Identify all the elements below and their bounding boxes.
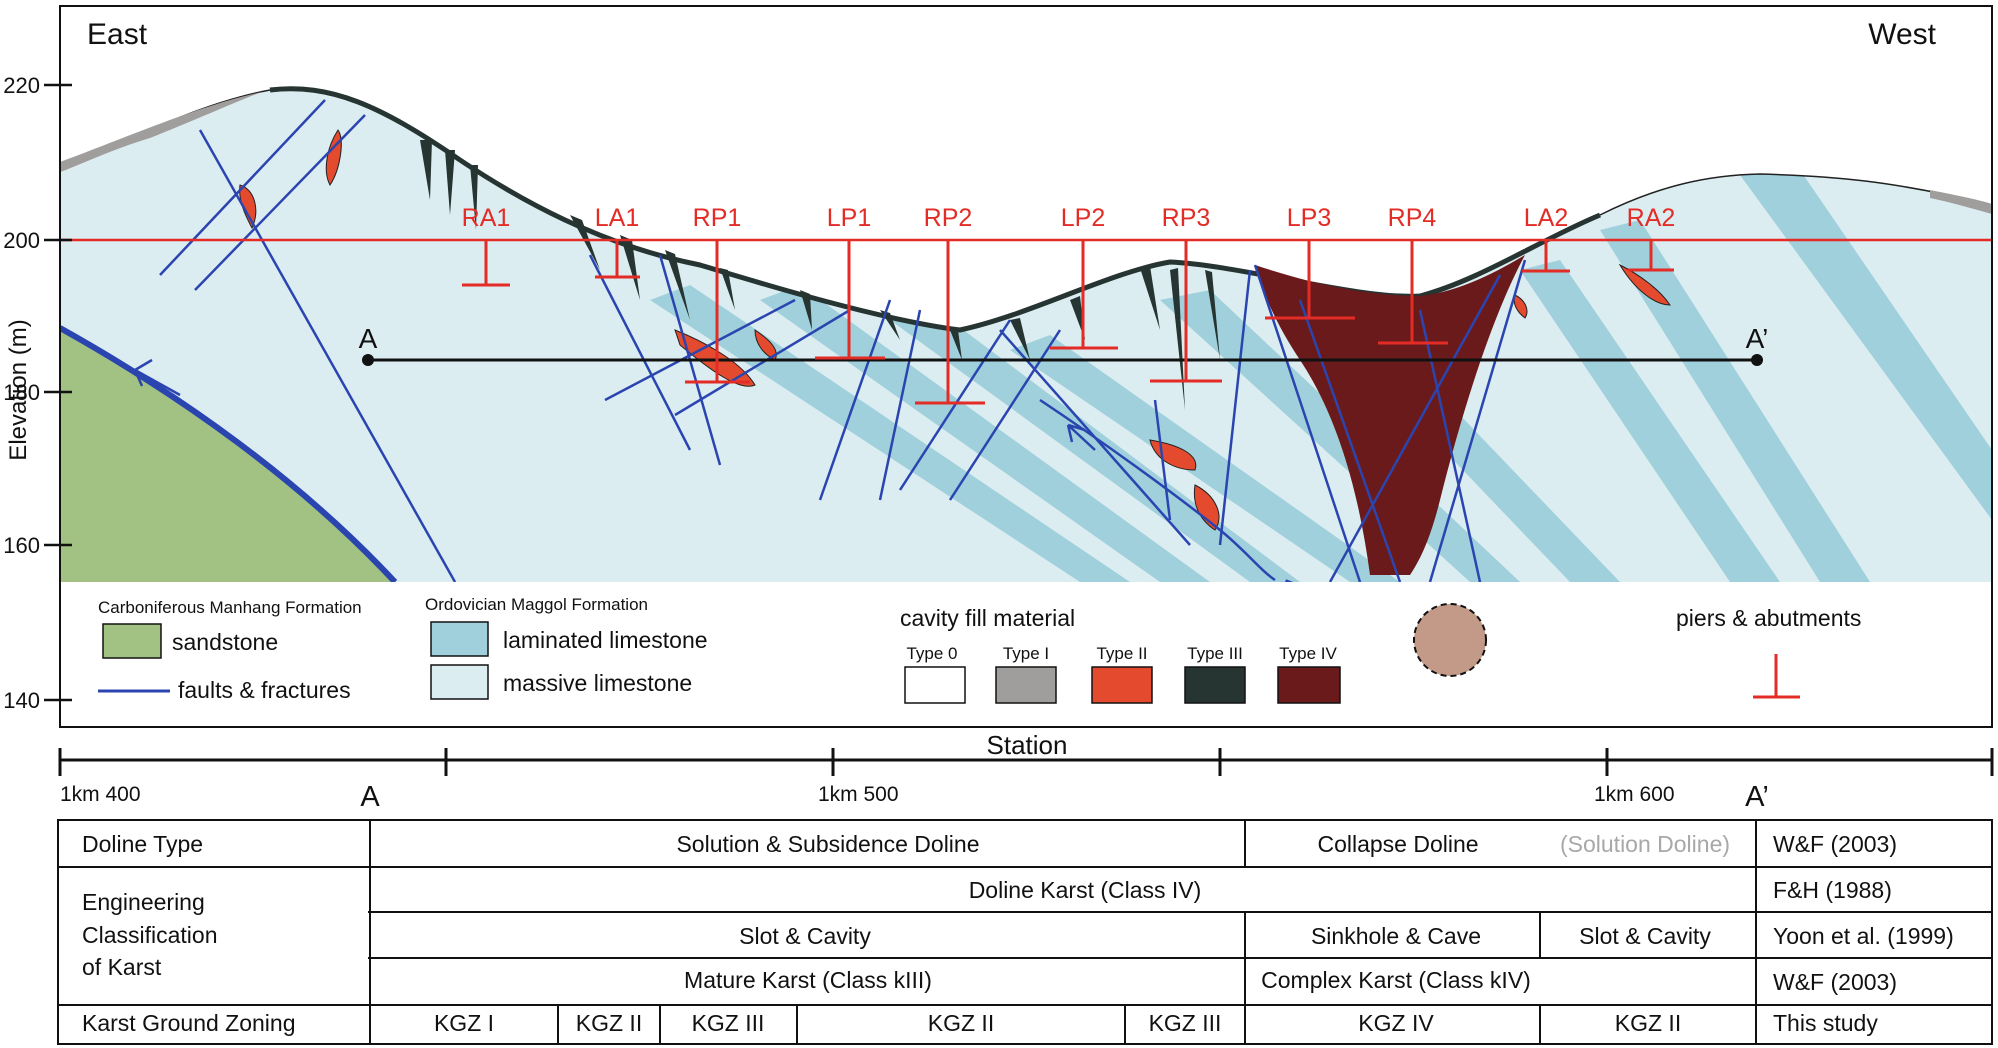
legend-type3-swatch <box>1184 666 1246 704</box>
table-fh-c1: Doline Karst (Class IV) <box>969 877 1202 903</box>
legend-type0-swatch <box>904 666 966 704</box>
point-a-prime <box>1751 354 1763 366</box>
collapse-circle <box>1413 603 1487 677</box>
legend-laminated-swatch <box>430 621 489 657</box>
legend-sandstone-swatch <box>102 623 162 659</box>
table-zone: KGZ II <box>576 1010 642 1036</box>
table-zone: KGZ I <box>434 1010 494 1036</box>
legend-massive-swatch <box>430 664 489 700</box>
table-doline-ref: W&F (2003) <box>1773 831 1897 857</box>
table-yoon-c1: Slot & Cavity <box>739 923 871 949</box>
legend: Carboniferous Manhang Formation sandston… <box>98 595 1861 704</box>
a-label: A <box>359 323 378 354</box>
classification-table <box>57 819 1993 1045</box>
pier-label: RA1 <box>462 204 511 232</box>
legend-type4: Type IV <box>1279 644 1337 663</box>
pier-label: LA2 <box>1524 204 1568 232</box>
a-prime-label: A’ <box>1746 323 1769 354</box>
table-doline-c2: Collapse Doline <box>1317 831 1478 857</box>
station-label: 1km 400 <box>60 783 141 806</box>
station-a: A <box>360 781 380 813</box>
legend-type0: Type 0 <box>906 644 957 663</box>
y-axis-title: Elevation (m) <box>5 319 32 460</box>
table-yoon-c3: Slot & Cavity <box>1579 923 1711 949</box>
table-eng-header-3: of Karst <box>82 954 162 980</box>
fault-arrow-left <box>133 358 181 397</box>
east-label: East <box>87 18 148 51</box>
type4-collapse-fill <box>1255 255 1525 575</box>
table-zoning-ref: This study <box>1773 1010 1878 1036</box>
pier-label: RP4 <box>1388 204 1437 232</box>
table-wf-c1: Mature Karst (Class kIII) <box>684 967 932 993</box>
y-tick-label: 180 <box>3 380 40 405</box>
type1-fill-right <box>1930 190 1992 214</box>
legend-type4-swatch <box>1277 666 1341 704</box>
pier-label: RP2 <box>924 204 973 232</box>
legend-type1-swatch <box>995 666 1057 704</box>
legend-laminated-label: laminated limestone <box>503 627 708 653</box>
y-tick-label: 140 <box>3 688 40 713</box>
y-tick-label: 220 <box>3 73 40 98</box>
station-title: Station <box>987 730 1068 760</box>
piers <box>462 240 1674 405</box>
legend-ordovician-title: Ordovician Maggol Formation <box>425 595 648 614</box>
table-fh-ref: F&H (1988) <box>1773 877 1892 903</box>
legend-type1: Type I <box>1003 644 1049 663</box>
table-text: Doline Type Solution & Subsidence Doline… <box>82 831 1954 1036</box>
table-doline-c1: Solution & Subsidence Doline <box>676 831 979 857</box>
cross-section: RA1 LA1 RP1 LP1 RP2 LP2 RP3 LP3 RP4 LA2 … <box>60 86 1992 582</box>
faults-fractures <box>159 99 1527 582</box>
y-tick-label: 200 <box>3 228 40 253</box>
table-eng-header-2: Classification <box>82 922 218 948</box>
pier-labels: RA1 LA1 RP1 LP1 RP2 LP2 RP3 LP3 RP4 LA2 … <box>462 204 1676 232</box>
table-zone: KGZ II <box>1615 1010 1681 1036</box>
table-yoon-c2: Sinkhole & Cave <box>1311 923 1481 949</box>
thrust-fault <box>60 325 398 582</box>
legend-type2: Type II <box>1096 644 1147 663</box>
type1-fill-left <box>60 92 262 172</box>
table-zone: KGZ III <box>692 1010 765 1036</box>
legend-massive-label: massive limestone <box>503 670 692 696</box>
pier-label: LP2 <box>1061 204 1105 232</box>
table-yoon-ref: Yoon et al. (1999) <box>1773 923 1954 949</box>
fault-arrow-right <box>1066 423 1096 451</box>
legend-type2-swatch <box>1091 666 1153 704</box>
legend-type3: Type III <box>1187 644 1243 663</box>
type3-slots <box>420 140 1220 410</box>
table-doline-header: Doline Type <box>82 831 203 857</box>
station-label: 1km 600 <box>1594 783 1675 806</box>
table-eng-header-1: Engineering <box>82 889 205 915</box>
legend-carboniferous-title: Carboniferous Manhang Formation <box>98 598 362 617</box>
pier-label: LA1 <box>595 204 639 232</box>
point-a <box>362 354 374 366</box>
sandstone-area <box>60 328 395 582</box>
table-wf-ref: W&F (2003) <box>1773 969 1897 995</box>
table-zoning-header: Karst Ground Zoning <box>82 1010 296 1036</box>
west-label: West <box>1868 18 1936 51</box>
y-axis: 220 200 180 160 140 Elevation (m) <box>3 73 72 713</box>
table-doline-c3: (Solution Doline) <box>1560 831 1730 857</box>
legend-cavity-title: cavity fill material <box>900 605 1075 631</box>
pier-label: RP1 <box>693 204 742 232</box>
legend-piers-title: piers & abutments <box>1676 605 1861 631</box>
table-zone: KGZ IV <box>1358 1010 1434 1036</box>
pier-label: RA2 <box>1627 204 1676 232</box>
pier-label: LP1 <box>827 204 871 232</box>
table-wf-c2: Complex Karst (Class kIV) <box>1261 967 1531 993</box>
section-frame <box>59 5 1993 728</box>
fault-dashed <box>1285 579 1294 582</box>
station-a-prime: A’ <box>1745 781 1769 813</box>
table-zone: KGZ III <box>1149 1010 1222 1036</box>
y-tick-label: 160 <box>3 533 40 558</box>
station-axis: Station 1km 400 1km 500 1km 600 A A’ <box>58 730 1994 813</box>
table-zone: KGZ II <box>928 1010 994 1036</box>
pier-label: RP3 <box>1162 204 1211 232</box>
station-label: 1km 500 <box>818 783 899 806</box>
legend-sandstone-label: sandstone <box>172 629 278 655</box>
pier-label: LP3 <box>1287 204 1331 232</box>
massive-limestone <box>60 88 1992 582</box>
legend-faults-label: faults & fractures <box>178 677 351 703</box>
